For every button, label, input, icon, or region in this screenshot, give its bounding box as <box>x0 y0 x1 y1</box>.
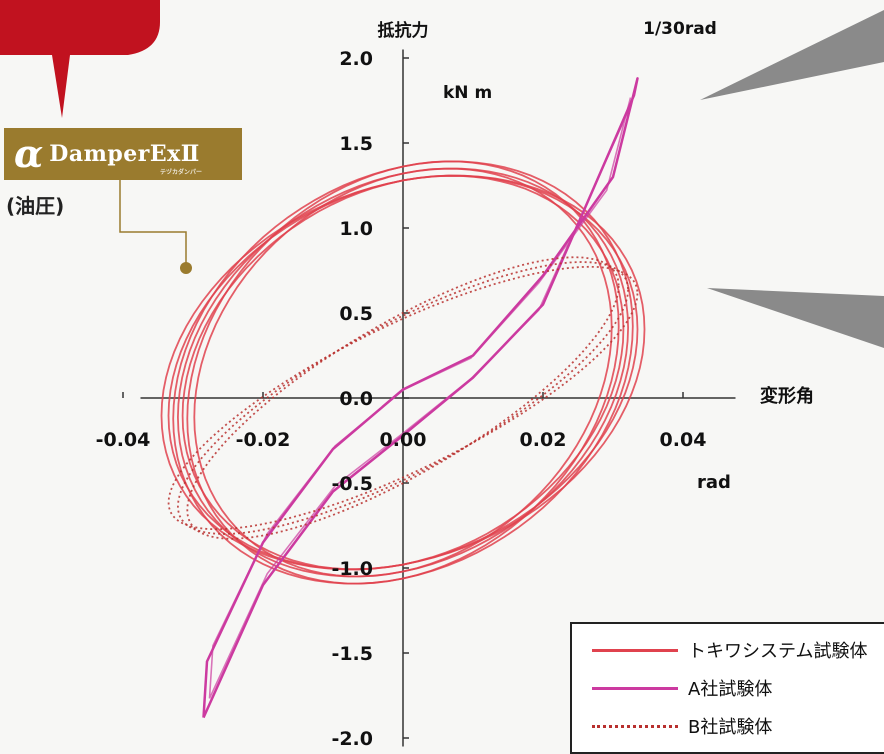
y-tick-label: 1.5 <box>339 133 373 155</box>
y-tick-label: 2.0 <box>339 48 373 70</box>
y-tick-label: 0.0 <box>339 388 373 410</box>
badge-leader-dot <box>180 262 192 274</box>
badge-leader-line <box>119 180 187 268</box>
corner-banner <box>0 0 160 118</box>
x-axis-label: 変形角 <box>760 385 814 407</box>
series-tokiwa-cycle <box>186 160 620 585</box>
y-tick-label: -2.0 <box>331 728 373 750</box>
x-tick-label: -0.04 <box>96 429 151 451</box>
legend-swatch-a-sha <box>592 686 678 690</box>
legend-item-tokiwa: トキワシステム試験体 <box>592 638 867 662</box>
callouts <box>0 0 884 348</box>
series-tokiwa-cycle <box>193 167 613 578</box>
legend-label-tokiwa: トキワシステム試験体 <box>688 641 868 662</box>
legend-item-b-sha: B社試験体 <box>592 714 772 738</box>
series-tokiwa-cycle <box>172 160 634 585</box>
series-tokiwa-cycle <box>181 174 625 571</box>
alpha-symbol: α <box>14 131 44 176</box>
series-a-sha <box>202 77 639 719</box>
axis-labels: -0.04 -0.02 0.00 0.02 0.04 -2.0 -1.5 -1.0 -0.5 0.… <box>96 19 814 750</box>
callout-b-sha <box>707 288 884 348</box>
legend: トキワシステム試験体 A社試験体 B社試験体 <box>570 622 884 754</box>
callout-1-30rad <box>700 10 884 100</box>
y-tick-label: -1.5 <box>331 643 373 665</box>
product-subtitle: (油圧) <box>6 194 65 218</box>
series-b-sha-cycle <box>186 256 620 540</box>
series-layer <box>160 77 646 719</box>
x-unit-label: rad <box>697 472 731 493</box>
x-tick-label: 0.00 <box>380 429 427 451</box>
annotation-1-30rad: 1/30rad <box>643 19 717 39</box>
x-tick-label: 0.04 <box>660 429 707 451</box>
y-unit-label: kN m <box>443 83 492 103</box>
legend-label-b-sha: B社試験体 <box>688 717 773 738</box>
legend-item-a-sha: A社試験体 <box>592 676 772 700</box>
y-tick-label: 1.0 <box>339 218 373 240</box>
legend-label-a-sha: A社試験体 <box>688 679 773 700</box>
y-axis-label: 抵抗力 <box>378 20 429 41</box>
series-b-sha-cycle <box>176 261 630 535</box>
series-a-sha-loop <box>208 97 632 699</box>
y-tick-label: 0.5 <box>339 303 373 325</box>
product-badge: α DamperExⅡ テヅカダンパー <box>4 128 242 180</box>
y-tick-label: -1.0 <box>331 558 373 580</box>
legend-swatch-tokiwa <box>592 648 678 652</box>
y-tick-label: -0.5 <box>331 473 373 495</box>
series-tokiwa <box>160 160 646 585</box>
product-name: DamperExⅡ <box>49 141 200 167</box>
legend-swatch-b-sha <box>592 724 678 728</box>
x-tick-label: 0.02 <box>520 429 567 451</box>
x-tick-label: -0.02 <box>236 429 291 451</box>
series-b-sha <box>167 256 639 540</box>
series-a-sha-loop <box>202 77 639 719</box>
product-tag: テヅカダンパー <box>159 169 202 176</box>
